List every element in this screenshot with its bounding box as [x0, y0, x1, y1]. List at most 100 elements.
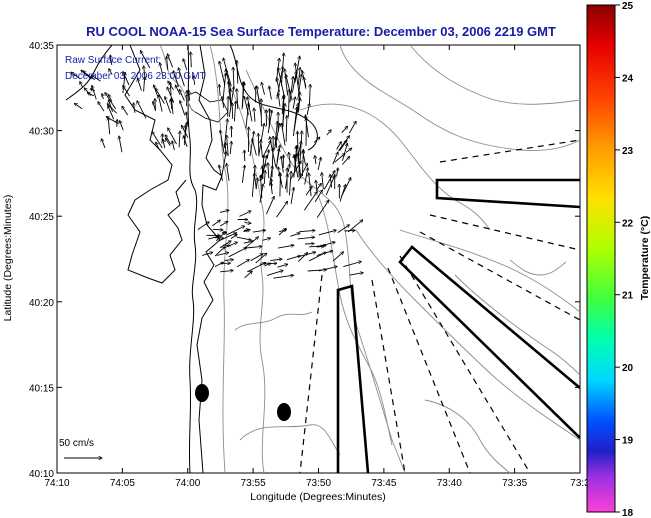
current-vector: [262, 238, 271, 241]
x-tick-label: 73:35: [502, 478, 527, 489]
current-vector: [108, 94, 113, 102]
shoreline-detail: [196, 45, 223, 473]
current-vector: [183, 136, 188, 147]
current-vector: [290, 233, 300, 237]
x-tick-label: 74:10: [44, 478, 69, 489]
current-vector: [239, 211, 251, 217]
current-vector: [144, 66, 146, 80]
current-vector: [245, 103, 249, 129]
current-vector: [155, 88, 165, 104]
current-vector: [276, 66, 283, 99]
current-vector: [332, 152, 338, 165]
x-tick-label: 74:00: [175, 478, 200, 489]
bay-outline: [124, 45, 187, 284]
current-vector: [226, 69, 232, 91]
current-vector: [269, 166, 273, 186]
current-vector: [224, 260, 234, 261]
current-vector: [288, 164, 289, 173]
current-vector: [193, 76, 194, 85]
current-vector: [225, 142, 226, 157]
current-vector: [234, 101, 235, 122]
current-vector: [257, 86, 262, 116]
current-vector: [219, 61, 226, 86]
current-vector: [165, 97, 172, 114]
colorbar-tick-label: 19: [622, 436, 634, 447]
current-vector: [91, 75, 101, 82]
current-vector: [101, 139, 106, 149]
current-vector: [288, 171, 291, 196]
current-vector: [322, 173, 324, 190]
current-vector: [119, 136, 123, 153]
current-vector: [237, 60, 238, 84]
current-vector: [244, 150, 245, 162]
current-vector: [212, 229, 223, 230]
current-vector: [137, 78, 142, 91]
current-vector: [219, 84, 220, 96]
x-tick-label: 73:3: [570, 478, 590, 489]
colorbar-tick-label: 20: [622, 363, 634, 374]
current-vector: [286, 116, 287, 142]
current-vector: [290, 187, 294, 204]
x-axis: 74:10 74:05 74:00 73:55 73:50 73:45 73:40 73:35…: [44, 45, 590, 489]
y-tick-label: 40:35: [29, 41, 54, 52]
colorbar-tick-label: 21: [622, 291, 634, 302]
bathymetry-contours: [159, 45, 580, 473]
current-vector: [81, 70, 92, 80]
current-vector: [304, 77, 307, 89]
colorbar-tick-label: 22: [622, 218, 634, 229]
current-vector: [162, 134, 163, 144]
current-vector: [250, 254, 263, 262]
current-vector: [262, 141, 271, 158]
current-vector: [171, 99, 172, 110]
current-vector: [232, 103, 233, 119]
current-vector: [325, 176, 335, 196]
current-vector: [189, 90, 190, 101]
current-vector: [341, 143, 347, 161]
current-vector: [71, 72, 81, 80]
current-vector: [108, 117, 110, 135]
current-vector: [247, 97, 253, 122]
current-vector: [133, 103, 135, 113]
current-timestamp: December 03, 2006 23:00 GMT: [65, 71, 206, 82]
figure-title: RU COOL NOAA-15 Sea Surface Temperature:…: [86, 24, 556, 39]
x-tick-label: 73:55: [241, 478, 266, 489]
current-vector: [282, 123, 286, 146]
x-axis-label: Longitude (Degrees:Minutes): [250, 491, 385, 503]
x-tick-label: 74:05: [110, 478, 135, 489]
current-vector: [214, 247, 225, 257]
current-vector: [228, 87, 234, 117]
current-vector: [219, 241, 231, 249]
y-tick-label: 40:20: [29, 298, 54, 309]
current-vector: [318, 230, 337, 236]
current-vector: [178, 68, 185, 87]
current-vector: [273, 275, 293, 279]
current-vector: [313, 137, 320, 143]
current-vector: [220, 270, 233, 271]
current-vector: [347, 220, 363, 233]
current-vector: [156, 142, 160, 151]
current-vector: [167, 56, 168, 70]
current-vector: [243, 241, 254, 244]
current-vector: [267, 150, 269, 159]
current-vector: [294, 98, 300, 121]
current-vector: [266, 270, 283, 276]
current-vector: [280, 173, 281, 197]
colorbar-tick-label: 23: [622, 146, 634, 157]
current-vector: [251, 165, 255, 197]
current-vector: [243, 230, 251, 232]
current-vector: [288, 89, 289, 117]
current-vector: [122, 72, 125, 94]
current-vector: [123, 85, 130, 97]
inlet-outline: [65, 45, 113, 101]
current-vector: [297, 74, 302, 100]
current-vector: [292, 107, 297, 137]
current-vector: [258, 133, 259, 157]
current-vector: [74, 103, 83, 110]
current-vector: [228, 96, 229, 117]
current-vector: [108, 106, 115, 120]
current-vector: [297, 237, 315, 240]
current-vector: [277, 245, 294, 249]
current-vector: [299, 131, 302, 161]
current-vector: [244, 223, 251, 224]
current-vector: [270, 259, 282, 261]
